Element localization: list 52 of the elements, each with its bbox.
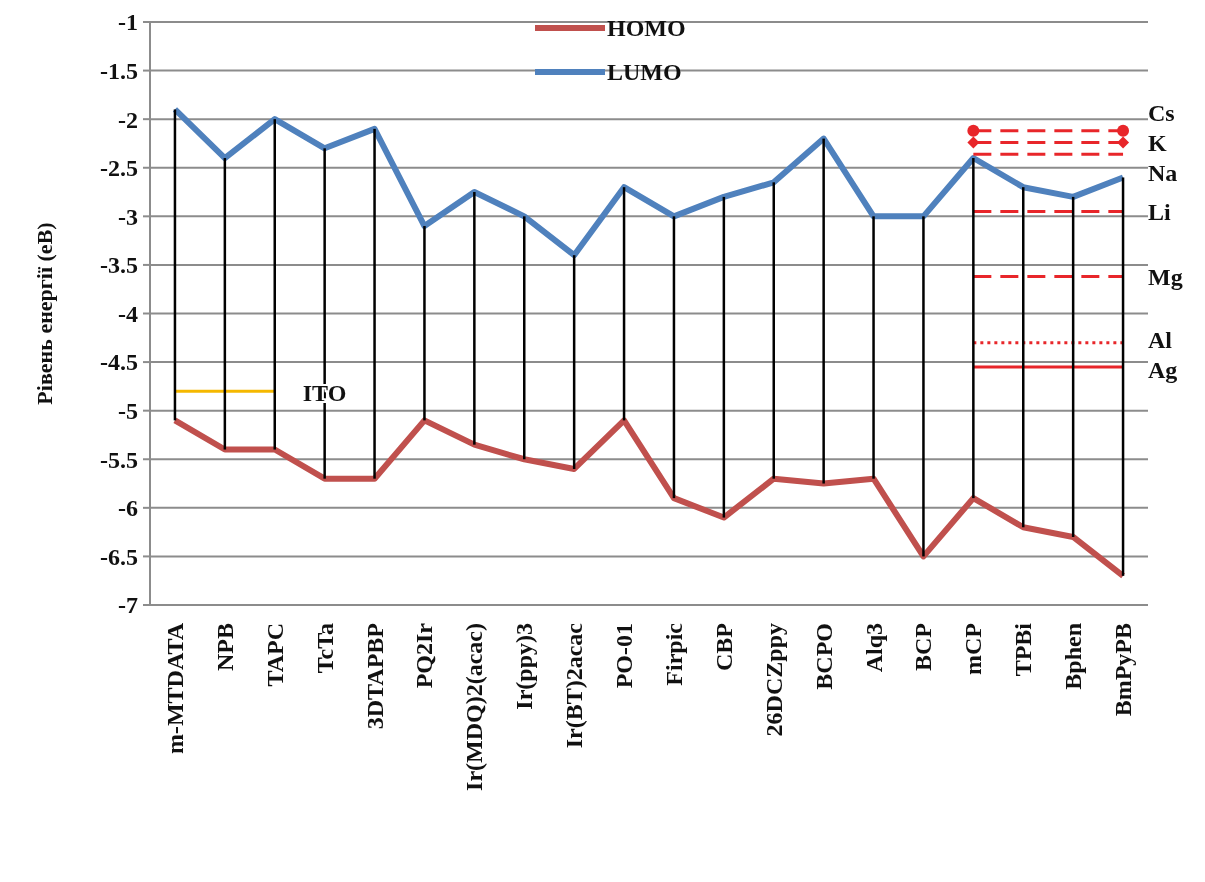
bar <box>922 216 925 557</box>
x-tick-label: Ir(MDQ)2(acac) <box>461 623 488 791</box>
series-label: Ag <box>1148 357 1178 384</box>
y-tick-label: -2.5 <box>100 155 138 182</box>
x-tick-label: TAPC <box>261 623 288 687</box>
y-tick-label: -3.5 <box>100 252 138 279</box>
x-tick-label: 3DTAPBP <box>361 623 388 730</box>
x-tick-label: 26DCZppy <box>760 623 787 737</box>
bar <box>1022 187 1025 528</box>
y-tick-label: -6 <box>118 495 138 522</box>
x-tick-label: Alq3 <box>860 623 887 673</box>
series-label: Al <box>1148 327 1173 354</box>
y-tick-label: -4.5 <box>100 349 138 376</box>
series-label: K <box>1148 129 1167 156</box>
series-label: Cs <box>1148 99 1175 126</box>
bar <box>872 216 875 479</box>
series-label: Li <box>1148 198 1172 225</box>
y-tick-label: -5 <box>118 398 138 425</box>
series-label: Mg <box>1148 263 1183 290</box>
y-tick-label: -4 <box>118 300 138 327</box>
y-tick-label: -6.5 <box>100 543 138 570</box>
legend-label: LUMO <box>607 59 682 86</box>
y-tick-label: -5.5 <box>100 446 138 473</box>
x-tick-label: Ir(BT)2acac <box>561 622 588 749</box>
y-tick-label: -7 <box>118 592 138 619</box>
bar <box>822 138 825 484</box>
x-tick-label: Firpic <box>660 622 687 686</box>
x-tick-label: NPB <box>211 623 238 671</box>
series-label: Na <box>1148 159 1178 186</box>
x-tick-label: Ir(ppy)3 <box>511 623 538 710</box>
x-tick-label: TPBi <box>1010 622 1037 677</box>
bar <box>972 158 975 499</box>
x-tick-label: PQ2Ir <box>411 622 438 689</box>
bar <box>373 128 376 479</box>
x-tick-label: BCPO <box>810 623 837 690</box>
x-tick-label: CBP <box>710 623 737 671</box>
x-tick-label: TcTa <box>311 623 338 674</box>
x-tick-label: BCP <box>910 623 937 671</box>
x-tick-label: mCP <box>960 623 987 675</box>
y-tick-label: -2 <box>118 106 138 133</box>
x-tick-label: Bphen <box>1060 623 1087 690</box>
x-tick-label: BmPyPB <box>1110 623 1137 717</box>
bar <box>423 226 426 421</box>
y-tick-label: -1 <box>118 9 138 36</box>
legend-label: HOMO <box>607 15 686 42</box>
bar <box>473 192 476 445</box>
y-axis-title: Рівень енергії (еВ) <box>32 222 57 405</box>
x-tick-label: m-MTDATA <box>161 622 188 755</box>
x-tick-label: PO-01 <box>611 623 638 689</box>
y-tick-label: -1.5 <box>100 57 138 84</box>
bar <box>523 216 526 460</box>
y-tick-label: -3 <box>118 203 138 230</box>
